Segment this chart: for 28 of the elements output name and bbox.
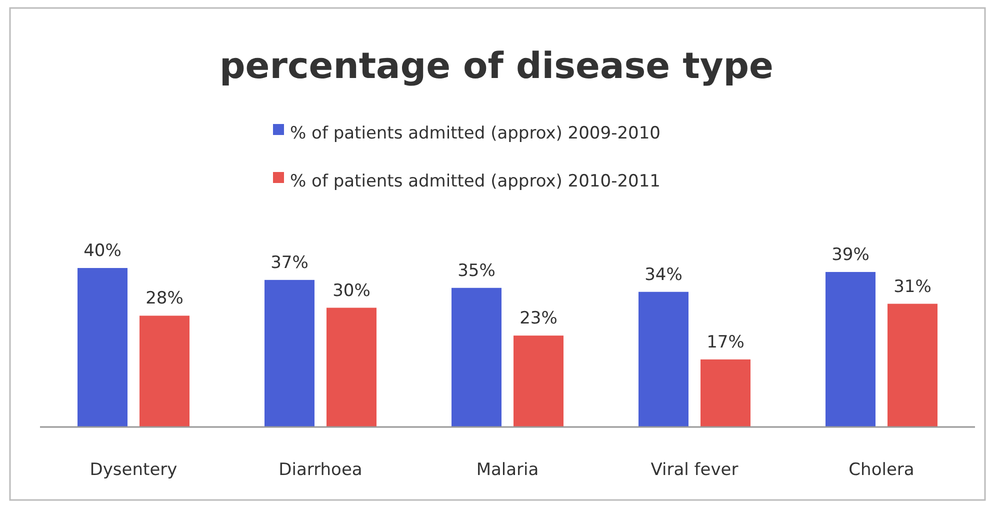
- data-label: 34%: [644, 264, 682, 285]
- data-label: 40%: [84, 241, 122, 261]
- legend-label: % of patients admitted (approx) 2009-2010: [290, 124, 660, 144]
- bar: [452, 288, 502, 427]
- bar: [514, 336, 564, 427]
- bar: [826, 272, 876, 427]
- chart-title: percentage of disease type: [220, 46, 774, 87]
- bar: [78, 268, 128, 427]
- x-tick-label: Malaria: [476, 460, 539, 480]
- data-label: 31%: [894, 276, 932, 297]
- bar: [700, 359, 750, 427]
- data-label: 30%: [332, 280, 370, 301]
- x-tick-label: Cholera: [848, 460, 914, 480]
- data-label: 37%: [270, 252, 308, 273]
- data-label: 23%: [520, 308, 558, 329]
- bar: [140, 316, 190, 427]
- data-label: 17%: [706, 332, 744, 352]
- bar: [888, 304, 938, 427]
- x-tick-label: Dysentery: [90, 460, 178, 480]
- legend-label: % of patients admitted (approx) 2010-2011: [290, 172, 660, 192]
- x-tick-label: Viral fever: [650, 460, 738, 480]
- data-label: 39%: [832, 244, 870, 265]
- data-label: 35%: [458, 260, 496, 281]
- data-label: 28%: [146, 288, 184, 309]
- x-tick-label: Diarrhoea: [278, 460, 362, 480]
- bar: [638, 292, 688, 427]
- bar: [326, 308, 376, 427]
- bar: [264, 280, 314, 427]
